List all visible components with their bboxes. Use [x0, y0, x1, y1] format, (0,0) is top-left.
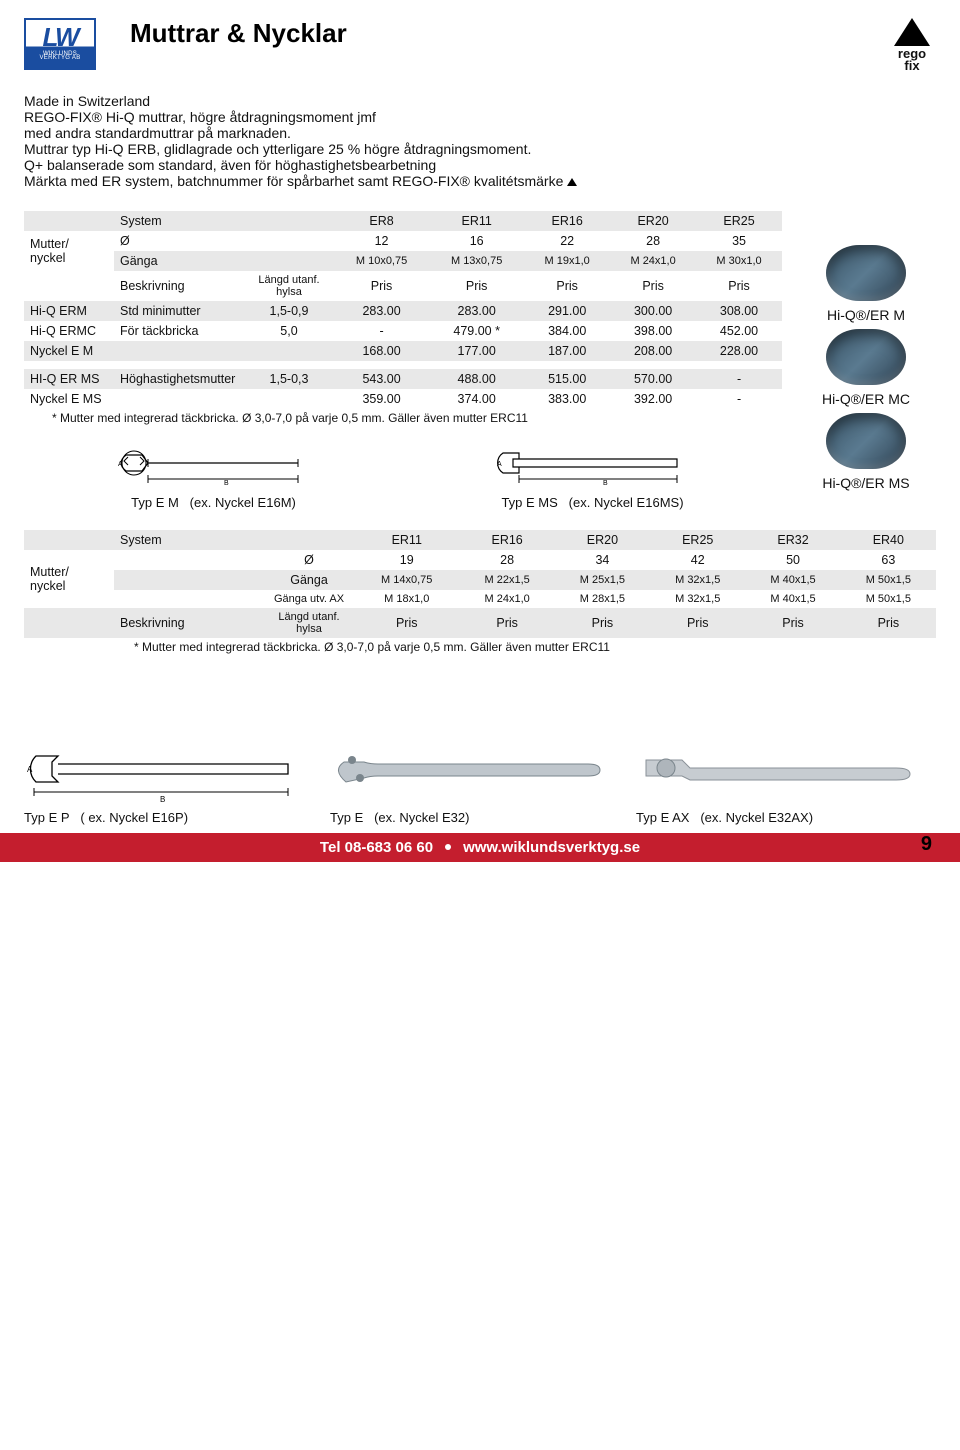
wrench-em-diagram: AB: [114, 435, 314, 491]
table-row: Nyckel E MS 359.00374.00383.00392.00-: [24, 389, 782, 409]
wrench-ems-diagram: AB: [493, 435, 693, 491]
footer-tel: Tel 08-683 06 60: [320, 839, 433, 856]
table-row: HI-Q ER MSHöghastighetsmutter1,5-0,3 543…: [24, 369, 782, 389]
nut-ermc-image: [826, 329, 906, 385]
wrench-ep-diagram: AB: [24, 734, 304, 804]
wrench-example: (ex. Nyckel E32): [374, 810, 469, 825]
table-row: BeskrivningLängd utanf. hylsa PrisPrisPr…: [24, 271, 782, 301]
page-header: LW WIKLUNDS VERKTYG AB Muttrar & Nycklar…: [24, 0, 936, 79]
nut-erms-label: Hi-Q®/ER MS: [822, 475, 909, 491]
nut-erms-image: [826, 413, 906, 469]
wrench-eax-image: [636, 734, 916, 804]
table-2-note: * Mutter med integrerad täckbricka. Ø 3,…: [134, 640, 936, 654]
table-1: System ER8ER11ER16ER20ER25 Mutter/ nycke…: [24, 211, 782, 409]
intro-line: REGO-FIX® Hi-Q muttrar, högre åtdragning…: [24, 109, 936, 125]
intro-line: Made in Switzerland: [24, 93, 936, 109]
regofix-logo: rego fix: [894, 18, 930, 73]
table-row: Nyckel E M 168.00177.00187.00208.00228.0…: [24, 341, 782, 361]
wrench-label: Typ E AX: [636, 810, 689, 825]
page-footer: Tel 08-683 06 60 www.wiklundsverktyg.se: [0, 833, 960, 862]
intro-line: med andra standardmuttrar på marknaden.: [24, 125, 936, 141]
wrench-gallery: AB Typ E P ( ex. Nyckel E16P) Typ E (ex.…: [24, 734, 936, 825]
intro-line: Muttrar typ Hi-Q ERB, glidlagrade och yt…: [24, 141, 936, 157]
triangle-icon: [567, 178, 577, 186]
svg-text:A: A: [118, 461, 123, 468]
table-2: System ER11ER16ER20ER25ER32ER40 Mutter/ …: [24, 530, 936, 638]
table-row: Gänga M 14x0,75M 22x1,5M 25x1,5M 32x1,5M…: [24, 570, 936, 590]
table-row: Gänga M 10x0,75M 13x0,75M 19x1,0M 24x1,0…: [24, 251, 782, 271]
svg-text:B: B: [603, 480, 608, 487]
nut-ermc-label: Hi-Q®/ER MC: [822, 391, 910, 407]
intro-line: Q+ balanserade som standard, även för hö…: [24, 157, 936, 173]
table-row: Mutter/ nyckel Ø 192834425063: [24, 550, 936, 570]
svg-text:B: B: [160, 795, 165, 804]
wrench-label: Typ E P: [24, 810, 70, 825]
wrench-label: Typ E: [330, 810, 363, 825]
company-logo: LW WIKLUNDS VERKTYG AB: [24, 18, 96, 70]
logo-text-2: VERKTYG AB: [39, 55, 80, 61]
table-row: Hi-Q ERMCFör täckbricka5,0 -479.00 *384.…: [24, 321, 782, 341]
table-row: Mutter/ nyckel Ø 1216222835: [24, 231, 782, 251]
wrench-diagram-row: AB Typ E M (ex. Nyckel E16M) AB Typ E MS…: [24, 435, 782, 510]
table-row: System ER11ER16ER20ER25ER32ER40: [24, 530, 936, 550]
table-row: [24, 361, 782, 369]
wrench-example: (ex. Nyckel E16M): [190, 495, 296, 510]
wrench-example: (ex. Nyckel E32AX): [700, 810, 813, 825]
page-title: Muttrar & Nycklar: [130, 18, 894, 49]
bullet-icon: [445, 844, 451, 850]
wrench-example: ( ex. Nyckel E16P): [80, 810, 188, 825]
nut-erm-label: Hi-Q®/ER M: [827, 307, 905, 323]
table-row: System ER8ER11ER16ER20ER25: [24, 211, 782, 231]
table-row: Gänga utv. AX M 18x1,0M 24x1,0M 28x1,5M …: [24, 590, 936, 608]
wrench-label: Typ E MS: [501, 495, 557, 510]
nut-erm-image: [826, 245, 906, 301]
logo-initials: LW: [43, 22, 78, 53]
table-row: BeskrivningLängd utanf. hylsa PrisPrisPr…: [24, 608, 936, 638]
table-row: Hi-Q ERMStd minimutter1,5-0,9 283.00283.…: [24, 301, 782, 321]
product-thumbnail-column: Hi-Q®/ER M Hi-Q®/ER MC Hi-Q®/ER MS: [796, 211, 936, 514]
wrench-example: (ex. Nyckel E16MS): [569, 495, 684, 510]
footer-url: www.wiklundsverktyg.se: [463, 839, 640, 856]
svg-text:A: A: [27, 765, 33, 774]
svg-text:B: B: [224, 480, 229, 487]
table-1-note: * Mutter med integrerad täckbricka. Ø 3,…: [52, 411, 782, 425]
triangle-icon: [894, 18, 930, 46]
wrench-e-image: [330, 734, 610, 804]
page-number: 9: [921, 833, 932, 856]
svg-text:A: A: [497, 461, 502, 468]
intro-block: Made in Switzerland REGO-FIX® Hi-Q muttr…: [24, 93, 936, 189]
wrench-label: Typ E M: [131, 495, 179, 510]
rego-line2: fix: [904, 58, 919, 73]
intro-line: Märkta med ER system, batchnummer för sp…: [24, 173, 936, 189]
